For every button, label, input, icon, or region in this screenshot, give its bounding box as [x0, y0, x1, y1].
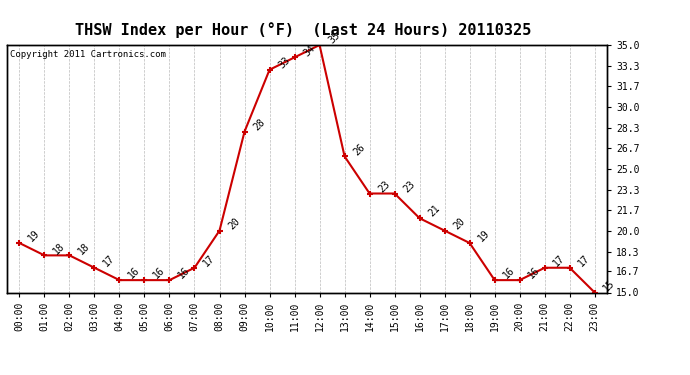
Text: 15: 15 [602, 278, 617, 293]
Text: 18: 18 [77, 241, 92, 256]
Text: 21: 21 [426, 204, 442, 219]
Text: Copyright 2011 Cartronics.com: Copyright 2011 Cartronics.com [10, 50, 166, 59]
Text: 19: 19 [26, 228, 41, 244]
Text: 19: 19 [477, 228, 492, 244]
Text: 28: 28 [251, 117, 267, 132]
Text: 26: 26 [351, 142, 367, 157]
Text: 34: 34 [302, 43, 317, 58]
Text: 16: 16 [151, 266, 167, 281]
Text: 35: 35 [326, 30, 342, 46]
Text: 17: 17 [551, 253, 567, 268]
Text: 17: 17 [201, 253, 217, 268]
Text: 17: 17 [577, 253, 592, 268]
Text: 33: 33 [277, 55, 292, 70]
Text: 16: 16 [177, 266, 192, 281]
Text: 23: 23 [402, 179, 417, 194]
Text: 20: 20 [226, 216, 242, 231]
Text: 16: 16 [526, 266, 542, 281]
Text: 16: 16 [502, 266, 517, 281]
Text: 23: 23 [377, 179, 392, 194]
Text: 20: 20 [451, 216, 467, 231]
Text: THSW Index per Hour (°F)  (Last 24 Hours) 20110325: THSW Index per Hour (°F) (Last 24 Hours)… [75, 22, 532, 38]
Text: 17: 17 [101, 253, 117, 268]
Text: 18: 18 [51, 241, 67, 256]
Text: 16: 16 [126, 266, 141, 281]
